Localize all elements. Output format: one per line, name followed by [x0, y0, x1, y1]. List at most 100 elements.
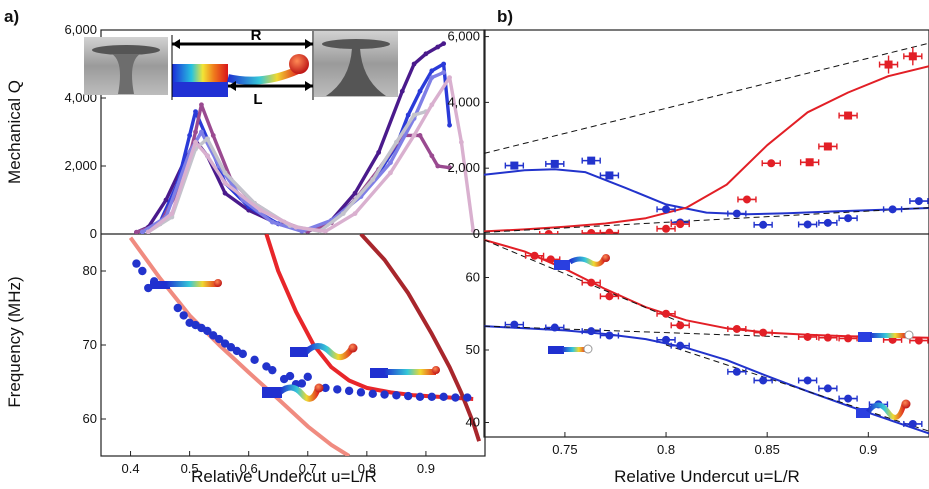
b-top-data-point: [662, 205, 671, 214]
b-bottom-xtick-label: 0.85: [755, 442, 780, 457]
b-xlabel: Relative Undercut u=L/R: [614, 467, 800, 486]
b-top-data-point: [587, 156, 596, 165]
a-top-series-point-3: [139, 229, 145, 234]
b-bottom-data-point: [823, 333, 832, 342]
a-bottom-data-point: [333, 385, 342, 394]
b-bottom-plot: [484, 238, 929, 435]
b-bottom-data-point: [676, 341, 685, 350]
a-bottom-data-point: [368, 389, 377, 399]
b-bottom-data-point: [759, 328, 768, 337]
a-top-series-point-4: [204, 136, 210, 142]
b-top-data-point: [805, 158, 814, 167]
a-top-series-line-5: [147, 75, 475, 234]
a-bottom-data-point: [297, 379, 307, 388]
a-top-series-point-5: [145, 229, 151, 234]
b-bottom-xtick-label: 0.9: [859, 442, 877, 457]
a-top-series-point-1: [417, 88, 423, 94]
b-top-data-point: [662, 224, 671, 233]
inset-beam: [227, 66, 300, 85]
b-top-ytick-label: 4,000: [447, 94, 480, 109]
b-bottom-data-point: [587, 327, 596, 336]
b-top-data-point: [510, 161, 519, 170]
a-bottom-data-point: [404, 391, 413, 401]
a-top-series-point-5: [411, 133, 417, 138]
b-top-curve-2: [484, 42, 929, 154]
b-bottom-data-point: [662, 309, 671, 318]
a-bottom-data-point: [439, 392, 448, 401]
a-top-series-point-1: [447, 122, 452, 128]
b-top-data-point: [742, 195, 751, 204]
a-bottom-data-point: [250, 355, 259, 364]
a-top-series-point-4: [222, 170, 228, 176]
a-top-series-point-0: [441, 41, 447, 46]
b-bottom-data-point: [914, 336, 923, 345]
b-bottom-data-point: [732, 367, 741, 376]
a-top-series-point-5: [388, 170, 393, 176]
b-top-data-point: [823, 142, 832, 151]
a-bottom-data-point: [415, 392, 425, 401]
a-bottom-model-curve-2: [359, 234, 482, 442]
b-bottom-data-point: [510, 320, 519, 329]
a-top-series-point-2: [447, 165, 452, 171]
a-top-series-point-5: [293, 224, 299, 230]
a-top-series-point-1: [405, 112, 411, 118]
mode-icon-b3: [858, 330, 914, 342]
b-bottom-data-point: [759, 376, 768, 385]
b-bottom-data-point: [823, 384, 832, 393]
b-bottom-data-point: [732, 324, 741, 333]
b-bottom-data-point: [803, 376, 812, 385]
a-top-series-point-5: [323, 228, 328, 234]
a-top-series-point-2: [193, 129, 198, 135]
a-bottom-data-point: [138, 266, 147, 276]
mode-icon-wave2: [262, 383, 324, 402]
a-top-series-point-5: [222, 180, 228, 186]
a-top-series-point-0: [163, 197, 169, 203]
a-bottom-data-point: [203, 326, 212, 336]
a-top-series-point-5: [169, 211, 175, 217]
a-bottom-data-point: [344, 386, 354, 396]
b-bottom-ytick-label: 40: [466, 415, 480, 430]
inset-cantilever: [172, 64, 228, 82]
sem-disk-right: [322, 39, 390, 49]
b-top-data-point: [605, 171, 614, 180]
a-top-series-point-2: [417, 133, 423, 138]
a-bottom-model-curve-1: [264, 234, 474, 401]
a-top-series-point-5: [470, 228, 476, 234]
b-bottom-data-point: [550, 323, 559, 332]
a-top-series-point-5: [458, 139, 464, 145]
mode-icon-straight-2: [370, 366, 440, 378]
a-bottom-xtick-label: 0.9: [417, 461, 435, 476]
a-bottom-data-point: [356, 388, 366, 397]
a-bottom-model-curve-0: [128, 236, 351, 456]
b-bottom-data-point: [546, 255, 555, 264]
a-top-series-point-0: [411, 61, 417, 67]
b-bottom-curve-3: [484, 325, 788, 338]
a-bottom-xtick-label: 0.6: [240, 461, 258, 476]
b-bottom-data-point: [844, 334, 853, 343]
b-top-ytick-label: 6,000: [447, 29, 480, 44]
a-bottom-plot: [128, 234, 482, 456]
b-top-curve-3: [484, 207, 929, 233]
a-xlabel: Relative Undercut u=L/R: [191, 467, 377, 486]
b-top-plot: [484, 42, 929, 234]
b-bottom-curve-2: [484, 239, 687, 326]
a-top-series-point-0: [352, 190, 358, 196]
b-bottom-xtick-label: 0.75: [552, 442, 577, 457]
b-top-data-point: [844, 111, 853, 120]
a-top-series-point-5: [258, 207, 263, 213]
b-top-data-point: [732, 209, 741, 218]
b-bottom-data-point: [587, 278, 596, 287]
a-top-series-point-3: [441, 70, 447, 75]
a-bottom-data-point: [463, 393, 472, 402]
b-bottom-curve-4: [665, 344, 929, 432]
b-top-curve-1: [484, 65, 929, 233]
a-bottom-data-point: [179, 311, 188, 320]
b-bottom-curve-1: [484, 325, 929, 435]
inset-ball: [289, 54, 309, 74]
mode-icon-wave1: [290, 343, 358, 361]
a-top-series-point-3: [299, 228, 305, 234]
a-top-series-point-4: [340, 211, 346, 217]
a-top-series-point-2: [429, 153, 435, 159]
sem-pedestal-right: [326, 48, 386, 96]
